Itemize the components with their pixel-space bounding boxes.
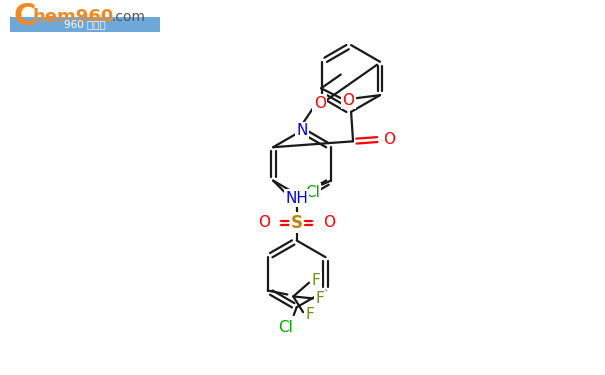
Text: Cl: Cl <box>278 320 293 335</box>
Text: .com: .com <box>111 10 146 24</box>
Text: F: F <box>312 273 320 288</box>
Text: F: F <box>306 307 315 322</box>
Text: N: N <box>296 123 308 138</box>
Text: NH: NH <box>285 191 308 206</box>
Text: S: S <box>290 214 302 232</box>
Text: 960 化工网: 960 化工网 <box>64 20 106 30</box>
Text: C: C <box>13 2 36 31</box>
Text: F: F <box>315 291 324 306</box>
Text: O: O <box>323 215 335 230</box>
Text: hem960: hem960 <box>33 8 114 26</box>
Text: O: O <box>384 132 396 147</box>
Text: O: O <box>342 93 355 108</box>
Text: O: O <box>258 215 270 230</box>
Text: O: O <box>313 96 325 111</box>
Text: Cl: Cl <box>305 185 319 200</box>
Bar <box>10 16 160 32</box>
